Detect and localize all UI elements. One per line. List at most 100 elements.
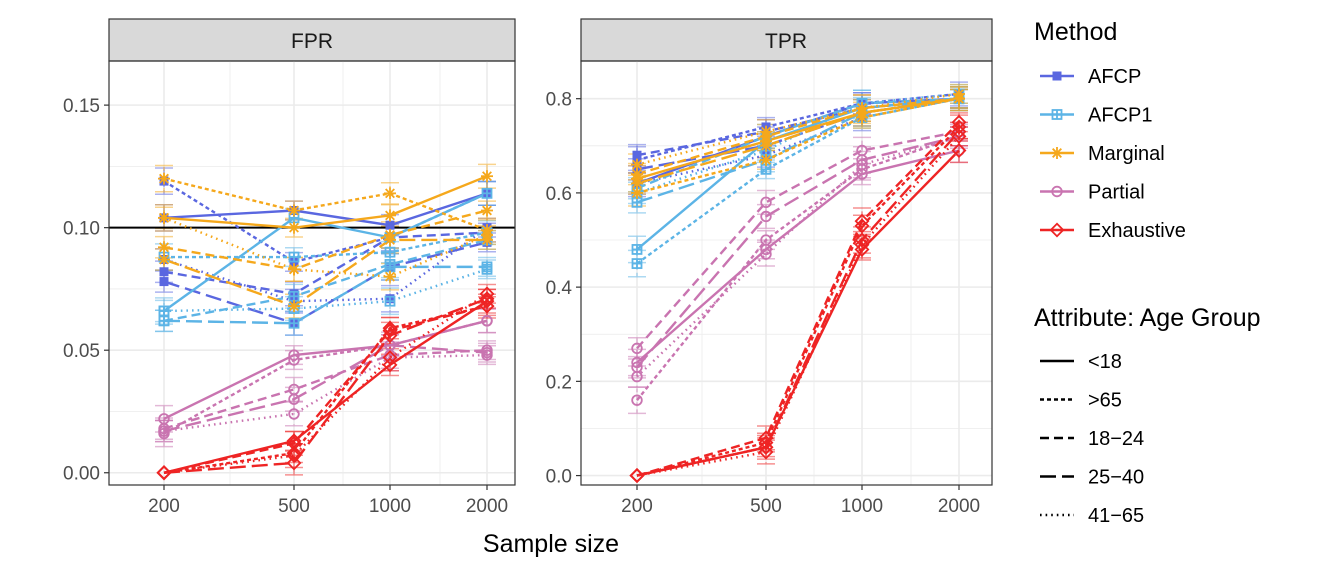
series-line-marginal-18−24 (163, 209, 488, 271)
panel-tpr: TPR 0.0 0.2 0.4 0.6 0.8 200 500 1000 2000 (546, 18, 993, 517)
legend-item-label: Partial (1088, 182, 1145, 204)
x-tick-label: 2000 (938, 496, 980, 517)
error-bar (155, 164, 173, 193)
legend-item-partial: Partial (1040, 182, 1145, 204)
point-exhaustive (479, 286, 495, 302)
y-tick-label: 0.0 (546, 467, 572, 488)
series-line-afcp1->65 (164, 231, 488, 259)
legend-item-label: 25−40 (1088, 467, 1144, 489)
series-line-partial-<18 (163, 319, 488, 420)
point-partial (760, 234, 772, 246)
point-exhaustive (382, 328, 398, 343)
point-partial (631, 394, 643, 406)
point-marginal (158, 172, 170, 185)
panel-tpr-markers (629, 87, 967, 484)
panel-tpr-error-bars (628, 81, 968, 465)
panel-fpr: FPR 0.00 0.05 0.10 0.15 200 500 1000 2000 (63, 18, 516, 517)
legend-item-label: AFCP1 (1088, 105, 1152, 127)
legend-item-age: <18 (1040, 351, 1122, 373)
point-marginal (158, 211, 170, 224)
x-tick-label: 1000 (841, 496, 883, 517)
series-line-partial-41−65 (636, 135, 960, 378)
point-partial (760, 210, 772, 223)
point-marginal (631, 177, 643, 190)
panel-tpr-strip (580, 18, 993, 62)
series-line-exhaustive-18−24 (636, 121, 960, 477)
series-line-exhaustive-25−40 (636, 130, 960, 477)
point-exhaustive (854, 232, 870, 248)
point-afcp (159, 267, 169, 277)
series-line-exhaustive->65 (636, 126, 960, 477)
point-exhaustive (629, 468, 645, 484)
point-afcp1 (631, 258, 643, 269)
point-exhaustive (286, 448, 302, 464)
series-line-partial-18−24 (636, 130, 960, 350)
x-tick-label: 2000 (466, 496, 508, 517)
legend-item-label: Exhaustive (1088, 220, 1186, 242)
point-afcp1 (384, 246, 396, 258)
legend-key-marker (1051, 147, 1063, 159)
series-line-exhaustive-41−65 (636, 135, 960, 477)
series-line-marginal-18−24 (636, 97, 960, 176)
point-partial (760, 196, 772, 209)
point-marginal (760, 139, 772, 152)
legend-item-label: 41−65 (1088, 505, 1144, 527)
panel-fpr-strip (108, 18, 516, 62)
y-tick-label: 0.4 (546, 278, 573, 299)
legend-item-label: >65 (1088, 390, 1122, 412)
point-exhaustive (479, 298, 495, 314)
point-exhaustive (479, 293, 495, 309)
point-marginal (288, 263, 300, 276)
point-marginal (384, 270, 396, 283)
x-tick-label: 200 (148, 496, 180, 517)
legend-key-marker (1051, 185, 1063, 198)
error-bar (478, 259, 496, 280)
legend-age-title: Attribute: Age Group (1034, 304, 1261, 332)
point-marginal (288, 204, 300, 217)
series-line-afcp1-41−65 (636, 92, 960, 195)
point-afcp1 (288, 317, 300, 329)
x-tick-label: 500 (750, 496, 782, 517)
series-line-afcp-18−24 (163, 231, 488, 296)
error-bar (285, 401, 303, 427)
legend-key-marker (1051, 109, 1063, 120)
error-bar (381, 287, 399, 316)
series-line-exhaustive->65 (163, 304, 488, 474)
panel-fpr-markers (156, 170, 495, 481)
point-marginal (384, 187, 396, 200)
legend-item-age: 25−40 (1040, 467, 1144, 489)
series-line-exhaustive-41−65 (163, 292, 488, 474)
point-exhaustive (951, 124, 967, 140)
point-partial (760, 248, 772, 260)
point-afcp1 (481, 263, 493, 275)
point-afcp (385, 220, 395, 230)
point-partial (288, 408, 300, 420)
point-partial (384, 351, 396, 364)
point-marginal (856, 102, 868, 115)
point-marginal (384, 209, 396, 222)
x-tick-label: 200 (621, 496, 653, 517)
series-line-afcp1-18−24 (636, 97, 960, 190)
error-bar (381, 284, 399, 313)
x-axis-title: Sample size (483, 530, 619, 558)
panel-tpr-axes: 0.0 0.2 0.4 0.6 0.8 200 500 1000 2000 (546, 90, 981, 517)
legend-method-entries: AFCP AFCP1 Marginal Partial Exhaustive (1040, 66, 1186, 242)
panel-tpr-strip-label: TPR (765, 30, 807, 53)
legend-age-entries: <18 >65 18−24 25−40 41−65 (1040, 351, 1144, 527)
point-exhaustive (382, 357, 398, 373)
point-afcp1 (631, 244, 643, 255)
point-exhaustive (951, 143, 967, 158)
point-partial (856, 158, 868, 171)
legend-item-marginal: Marginal (1040, 143, 1165, 165)
point-exhaustive (286, 455, 302, 471)
y-tick-label: 0.6 (546, 184, 572, 205)
point-marginal (760, 153, 772, 166)
panel-fpr-strip-label: FPR (291, 30, 333, 53)
point-afcp1 (158, 305, 170, 317)
series-line-marginal-<18 (636, 97, 960, 180)
y-tick-label: 0.2 (546, 372, 572, 393)
legend-item-label: AFCP (1088, 66, 1141, 88)
point-marginal (384, 233, 396, 246)
legend-item-afcp: AFCP (1040, 66, 1141, 88)
